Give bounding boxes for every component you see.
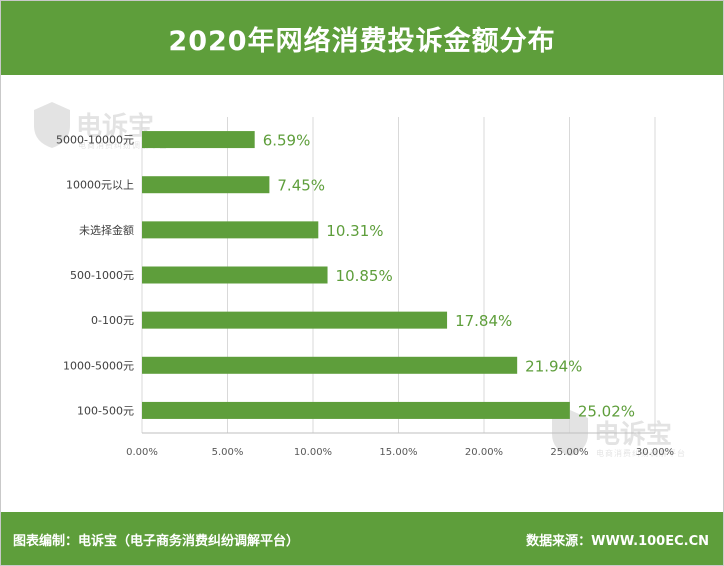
footer-source: 数据来源：WWW.100EC.CN [526,534,709,549]
x-tick-label: 30.00% [636,447,674,458]
category-label: 500-1000元 [70,269,134,282]
category-label: 0-100元 [91,314,134,327]
data-label: 25.02% [578,402,635,420]
data-label: 17.84% [455,312,512,330]
bar [142,131,255,149]
x-tick-label: 20.00% [465,447,503,458]
chart-title: 2020年网络消费投诉金额分布 [168,25,556,57]
x-tick-label: 25.00% [550,447,588,458]
watermark-subtext: 电商消费纠纷调解平台 [78,141,168,150]
shield-logo-icon [34,102,70,148]
category-label: 未选择金额 [79,223,134,237]
footer-credit: 图表编制：电诉宝（电子商务消费纠纷调解平台） [13,534,300,549]
x-tick-label: 15.00% [379,447,417,458]
watermark-subtext: 电商消费纠纷调解平台 [596,449,686,458]
category-label: 100-500元 [77,404,134,417]
watermark-top: 电诉宝 电商消费纠纷调解平台 [30,100,190,160]
category-label: 10000元以上 [66,179,134,192]
data-label: 10.31% [326,222,383,240]
bar [142,266,328,284]
footer-banner: 图表编制：电诉宝（电子商务消费纠纷调解平台） 数据来源：WWW.100EC.CN [1,512,723,565]
x-tick-label: 10.00% [294,447,332,458]
bar [142,176,270,194]
header-banner: 2020年网络消费投诉金额分布 [1,1,723,75]
x-tick-label: 5.00% [212,447,244,458]
data-label: 10.85% [336,267,393,285]
x-tick-label: 0.00% [126,447,158,458]
bar [142,356,518,374]
watermark-text: 电诉宝 [76,112,155,142]
data-label: 6.59% [263,132,311,150]
bar [142,221,319,239]
data-label: 21.94% [525,357,582,375]
category-label: 5000-10000元 [56,134,134,147]
bar [142,311,448,329]
category-label: 1000-5000元 [63,359,134,372]
bar [142,401,570,419]
watermark-text: 电诉宝 [594,420,673,450]
data-label: 7.45% [277,177,325,195]
